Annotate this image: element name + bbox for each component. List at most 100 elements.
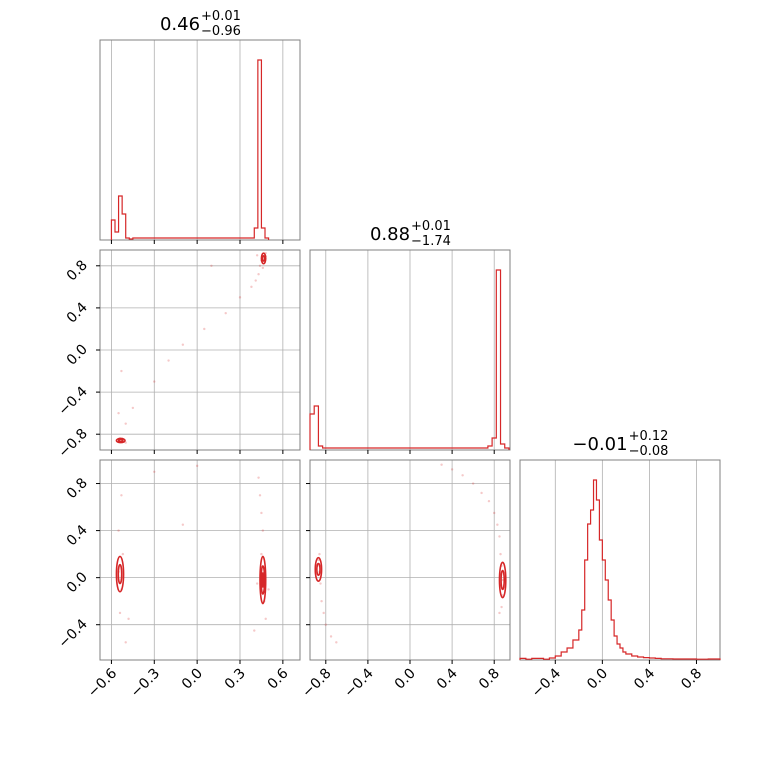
scatter-point (496, 523, 499, 526)
scatter-point (450, 468, 454, 471)
scatter-point (261, 266, 265, 270)
scatter-point (124, 422, 127, 425)
y-tick-label: 0.0 (64, 342, 91, 369)
panel-title-minus: −0.96 (201, 24, 241, 39)
density-contour (115, 555, 125, 593)
scatter-point (153, 380, 156, 383)
scatter-point (480, 491, 483, 495)
x-tick-label: −0.3 (128, 666, 163, 701)
y-tick-label: 0.4 (64, 522, 91, 549)
scatter-point (255, 582, 259, 585)
scatter-point (258, 494, 262, 497)
scatter-point (121, 552, 125, 556)
scatter-point (255, 254, 259, 257)
x-tick-label: 0.0 (179, 666, 206, 693)
x-tick-label: −0.8 (299, 666, 334, 701)
density-contour (260, 565, 266, 595)
density-contour (498, 561, 507, 599)
scatter-point (118, 611, 122, 615)
scatter-point (120, 369, 123, 373)
panel-title-minus: −0.08 (629, 444, 669, 459)
scatter-point (461, 474, 464, 477)
scatter-point (498, 535, 501, 538)
scatter-point (181, 523, 185, 526)
scatter-point (203, 327, 206, 331)
scatter-point (120, 494, 123, 497)
x-tick-label: 0.6 (265, 665, 292, 692)
scatter-point (264, 617, 267, 621)
x-tick-label: 0.0 (392, 666, 419, 693)
density-contour (261, 572, 265, 588)
scatter-point (181, 343, 185, 346)
scatter-point (487, 499, 491, 503)
y-tick-label: −0.4 (55, 616, 90, 651)
scatter-point (499, 552, 502, 556)
y-tick-label: 0.4 (64, 299, 91, 326)
scatter-point (260, 511, 263, 515)
panel-frame (99, 39, 301, 241)
scatter-point (335, 641, 338, 644)
panel-title-value: 0.88 (370, 224, 410, 245)
scatter-point (471, 482, 475, 485)
panel-title-value: −0.01 (572, 434, 627, 455)
density-contour (314, 556, 323, 582)
x-tick-label: 0.8 (476, 666, 503, 693)
scatter-point (117, 529, 120, 532)
x-tick-label: 0.4 (631, 665, 658, 692)
scatter-point (257, 273, 260, 276)
panel-title-minus: −1.74 (411, 234, 451, 249)
scatter-point (329, 635, 333, 638)
density-contour (500, 569, 506, 591)
scatter-point (254, 279, 257, 282)
scatter-point (318, 552, 321, 556)
scatter-point (440, 463, 443, 466)
scatter-point (250, 285, 253, 289)
panel-frame (519, 459, 721, 661)
scatter-point (153, 470, 156, 473)
panel-title-value: 0.46 (160, 14, 200, 35)
panel-title-plus: +0.01 (201, 9, 241, 24)
histogram-1 (309, 269, 510, 450)
scatter-point (500, 605, 503, 609)
scatter-point (210, 264, 213, 267)
x-tick-label: −0.6 (85, 665, 120, 700)
panel-title-plus: +0.12 (629, 429, 669, 444)
scatter-point (493, 511, 496, 515)
scatter-point (267, 588, 270, 591)
y-tick-label: −0.8 (55, 426, 90, 461)
scatter-point (224, 311, 227, 315)
scatter-point (317, 558, 320, 562)
density-contour (316, 562, 321, 577)
y-tick-label: 0.8 (64, 475, 91, 502)
scatter-point (324, 623, 327, 626)
scatter-point (261, 529, 265, 532)
scatter-point (127, 617, 130, 621)
scatter-point (131, 406, 135, 410)
scatter-point (258, 264, 262, 267)
scatter-point (167, 359, 170, 362)
scatter-point (501, 578, 504, 582)
y-tick-label: 0.8 (64, 257, 91, 284)
density-contour (261, 254, 266, 262)
scatter-point (195, 464, 199, 468)
histogram-2 (519, 479, 721, 660)
density-contour (260, 252, 267, 265)
density-contour (117, 438, 124, 443)
x-tick-label: −0.4 (341, 665, 376, 700)
x-tick-label: 0.4 (434, 665, 461, 692)
scatter-point (498, 611, 501, 615)
panel-title-plus: +0.01 (411, 219, 451, 234)
x-tick-label: 0.0 (584, 666, 611, 693)
scatter-point (253, 629, 256, 632)
x-tick-label: 0.8 (678, 666, 705, 693)
scatter-point (319, 582, 322, 585)
scatter-point (238, 296, 242, 299)
scatter-point (322, 611, 325, 615)
scatter-point (320, 599, 323, 603)
scatter-point (117, 411, 120, 415)
density-contour (259, 555, 267, 605)
scatter-point (260, 552, 263, 556)
y-tick-label: −0.4 (55, 384, 90, 419)
x-tick-label: −0.4 (529, 665, 564, 700)
